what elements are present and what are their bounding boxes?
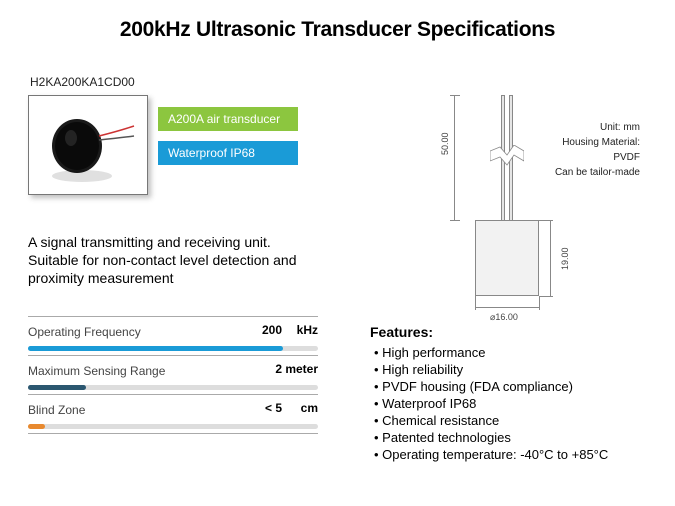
spec-unit: meter [285,362,318,376]
spec-table: Operating Frequency 200 kHz Maximum Sensing… [28,316,318,434]
feature-item: Waterproof IP68 [374,395,660,412]
feature-item: Patented technologies [374,429,660,446]
product-description: A signal transmitting and receiving unit… [28,233,318,288]
page-title: 200kHz Ultrasonic Transducer Specificati… [22,18,653,42]
model-number: H2KA200KA1CD00 [30,75,348,89]
dim-body-height: 19.00 [560,247,570,270]
spec-value: 200 [262,323,282,337]
features-list: High performanceHigh reliabilityPVDF hou… [370,344,660,463]
product-image [28,95,148,195]
spec-value: 2 [275,362,282,376]
feature-item: High reliability [374,361,660,378]
feature-item: High performance [374,344,660,361]
spec-label: Operating Frequency [28,325,141,339]
feature-item: PVDF housing (FDA compliance) [374,378,660,395]
spec-label: Blind Zone [28,403,85,417]
spec-row: Operating Frequency 200 kHz [28,316,318,355]
spec-row: Blind Zone < 5 cm [28,394,318,434]
dimension-drawing: 50.00 19.00 ⌀16.00 Unit: mm Housing Mate… [390,60,590,310]
badge-product-type: A200A air transducer [158,107,298,131]
badge-waterproof: Waterproof IP68 [158,141,298,165]
spec-unit: cm [301,401,318,415]
feature-item: Operating temperature: -40°C to +85°C [374,446,660,463]
features-section: Features: High performanceHigh reliabili… [370,324,660,463]
dim-wire-height: 50.00 [440,132,450,155]
features-title: Features: [370,324,660,340]
spec-row: Maximum Sensing Range 2meter [28,355,318,394]
spec-label: Maximum Sensing Range [28,364,165,378]
dim-diameter: ⌀16.00 [490,312,518,323]
drawing-notes: Unit: mm Housing Material: PVDF Can be t… [555,120,640,180]
spec-unit: kHz [297,323,318,337]
feature-item: Chemical resistance [374,412,660,429]
spec-value: < 5 [265,401,282,415]
